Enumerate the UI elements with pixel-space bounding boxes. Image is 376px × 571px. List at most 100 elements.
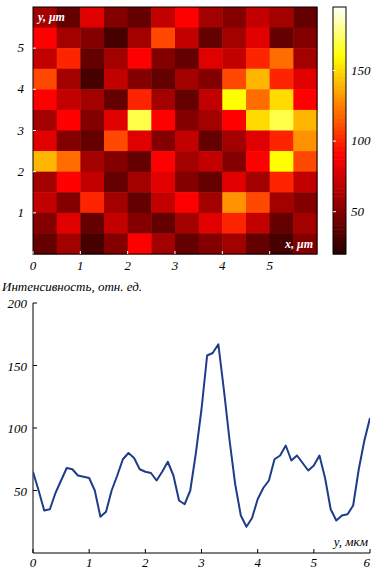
heatmap-cell bbox=[151, 172, 175, 193]
heatmap-cell bbox=[128, 89, 152, 110]
y-tick-label: 3 bbox=[17, 123, 25, 138]
colorbar-step bbox=[333, 176, 346, 181]
colorbar-step bbox=[333, 36, 346, 41]
colorbar-step bbox=[333, 221, 346, 226]
heatmap-cell bbox=[128, 172, 152, 193]
heatmap-cell bbox=[80, 213, 104, 234]
heatmap-cell bbox=[222, 7, 246, 28]
heatmap-cell bbox=[151, 48, 175, 69]
x-tick bbox=[370, 549, 371, 553]
colorbar-step bbox=[333, 44, 346, 49]
x-tick bbox=[145, 549, 146, 553]
heatmap-cell bbox=[293, 48, 317, 69]
heatmap-cell bbox=[199, 213, 223, 234]
heatmap-cell bbox=[175, 48, 199, 69]
x-tick bbox=[269, 251, 270, 254]
heatmap-cell bbox=[246, 213, 270, 234]
heatmap-cell bbox=[175, 110, 199, 131]
heatmap-cell bbox=[57, 69, 81, 90]
heatmap-cell bbox=[57, 151, 81, 172]
heatmap-cell bbox=[222, 89, 246, 110]
heatmap-cell bbox=[293, 69, 317, 90]
heatmap-cell bbox=[57, 48, 81, 69]
x-tick-label: 5 bbox=[266, 258, 273, 273]
x-tick bbox=[257, 549, 258, 553]
heatmap-cell bbox=[246, 7, 270, 28]
heatmap-cell bbox=[104, 213, 128, 234]
heatmap-cell bbox=[222, 69, 246, 90]
colorbar-step bbox=[333, 69, 346, 74]
heatmap-cell bbox=[270, 192, 294, 213]
heatmap-cell bbox=[57, 233, 81, 254]
colorbar-frame bbox=[333, 7, 346, 254]
heatmap-cell bbox=[222, 151, 246, 172]
colorbar-tick-label: 150 bbox=[351, 63, 371, 78]
heatmap-cell bbox=[151, 28, 175, 49]
y-tick bbox=[33, 303, 37, 304]
y-tick-label: 1 bbox=[18, 205, 25, 220]
heatmap-cell bbox=[104, 28, 128, 49]
x-tick-label: 4 bbox=[254, 555, 261, 570]
heatmap-cell bbox=[222, 192, 246, 213]
heatmap-cell bbox=[80, 110, 104, 131]
heatmap-cell bbox=[80, 7, 104, 28]
colorbar-step bbox=[333, 246, 346, 251]
heatmap-cell bbox=[33, 213, 57, 234]
heatmap-cell bbox=[151, 192, 175, 213]
heatmap-cell bbox=[80, 151, 104, 172]
heatmap-cell bbox=[151, 110, 175, 131]
colorbar-step bbox=[333, 81, 346, 86]
heatmap-cells bbox=[33, 7, 318, 255]
heatmap-cell bbox=[33, 89, 57, 110]
y-tick-label: 2 bbox=[18, 164, 25, 179]
y-tick bbox=[33, 365, 37, 366]
heatmap-cell bbox=[270, 131, 294, 152]
heatmap-cell bbox=[246, 69, 270, 90]
heatmap-cell bbox=[199, 7, 223, 28]
heatmap-cell bbox=[270, 110, 294, 131]
heatmap-cell bbox=[128, 192, 152, 213]
heatmap-cell bbox=[33, 131, 57, 152]
y-tick bbox=[33, 490, 37, 491]
plot-area bbox=[33, 344, 370, 527]
colorbar-step bbox=[333, 238, 346, 243]
colorbar-step bbox=[333, 85, 346, 90]
colorbar-step bbox=[333, 126, 346, 131]
y-axis-label: Интенсивность, отн. ед. bbox=[1, 279, 142, 294]
heatmap-cell bbox=[175, 89, 199, 110]
heatmap-cell bbox=[270, 151, 294, 172]
heatmap-cell bbox=[175, 192, 199, 213]
heatmap-cell bbox=[33, 69, 57, 90]
y-tick-label: 5 bbox=[18, 40, 25, 55]
heatmap-cell bbox=[80, 233, 104, 254]
y-tick bbox=[33, 212, 36, 213]
x-tick bbox=[33, 549, 34, 553]
heatmap-cell bbox=[151, 131, 175, 152]
colorbar-step bbox=[333, 122, 346, 127]
heatmap-cell bbox=[246, 110, 270, 131]
x-tick bbox=[175, 251, 176, 254]
y-tick-label: 200 bbox=[8, 296, 28, 311]
heatmap-cell bbox=[199, 89, 223, 110]
heatmap-cell bbox=[151, 69, 175, 90]
colorbar-step bbox=[333, 98, 346, 103]
colorbar-step bbox=[333, 229, 346, 234]
heatmap-cell bbox=[151, 213, 175, 234]
heatmap-cell bbox=[199, 233, 223, 254]
x-tick-label: 2 bbox=[124, 258, 131, 273]
heatmap-cell bbox=[293, 192, 317, 213]
colorbar-step bbox=[333, 242, 346, 247]
x-tick-label: 4 bbox=[219, 258, 226, 273]
x-tick-label: 1 bbox=[86, 555, 93, 570]
heatmap-cell bbox=[293, 7, 317, 28]
colorbar-step bbox=[333, 11, 346, 16]
colorbar-step bbox=[333, 65, 346, 70]
heatmap-cell bbox=[128, 131, 152, 152]
colorbar-step bbox=[333, 40, 346, 45]
heatmap-cell bbox=[175, 28, 199, 49]
colorbar-tick bbox=[333, 70, 336, 71]
colorbar-step bbox=[333, 131, 346, 136]
heatmap-cell bbox=[57, 192, 81, 213]
colorbar-step bbox=[333, 135, 346, 140]
x-tick-label: 3 bbox=[197, 555, 205, 570]
